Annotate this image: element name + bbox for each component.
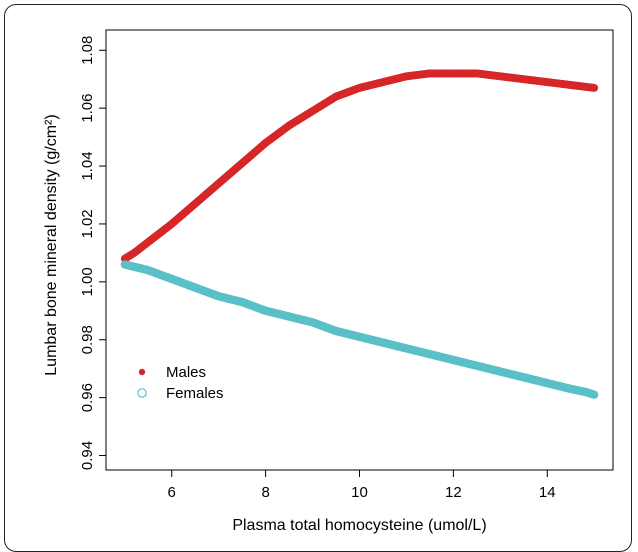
y-axis-title: Lumbar bone mineral density (g/cm²): [43, 114, 60, 375]
y-tick-label: 1.04: [79, 151, 96, 180]
y-tick-label: 0.98: [79, 325, 96, 354]
legend-marker: [138, 368, 146, 376]
y-tick-label: 1.06: [79, 94, 96, 123]
y-tick-label: 0.96: [79, 383, 96, 412]
data-point: [590, 390, 599, 399]
legend-label: Females: [166, 385, 224, 402]
x-axis-title: Plasma total homocysteine (umol/L): [232, 517, 486, 534]
y-tick-label: 1.02: [79, 209, 96, 238]
plot-area: [105, 29, 614, 471]
series-females: [120, 260, 599, 399]
series-layer: [120, 69, 599, 399]
legend-marker: [137, 388, 147, 398]
data-point: [590, 83, 599, 92]
y-tick-label: 0.94: [79, 441, 96, 470]
y-axis: 0.94 0.96 0.98 1.00 1.02 1.04 1.06 1.08: [79, 36, 106, 470]
x-tick-label: 8: [261, 484, 269, 501]
x-tick-label: 10: [351, 484, 368, 501]
x-tick-label: 6: [168, 484, 176, 501]
y-tick-label: 1.08: [79, 36, 96, 65]
y-tick-label: 1.00: [79, 267, 96, 296]
chart-svg: 0.94 0.96 0.98 1.00 1.02 1.04 1.06 1.08 6 8 10 12 1…: [43, 29, 614, 534]
legend-label: Males: [166, 364, 206, 381]
x-tick-label: 12: [445, 484, 462, 501]
series-males: [120, 69, 599, 263]
x-axis: 6 8 10 12 14: [168, 470, 556, 501]
x-tick-label: 14: [539, 484, 556, 501]
legend: Males Females: [137, 364, 224, 402]
